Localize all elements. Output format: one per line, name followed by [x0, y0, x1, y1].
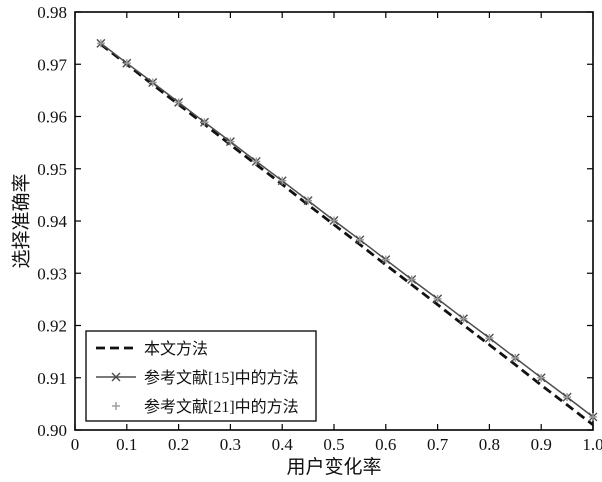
x-tick-label: 0.9: [531, 435, 552, 454]
x-tick-label: 1.0: [582, 435, 602, 454]
x-tick-label: 0.4: [272, 435, 294, 454]
legend-entry-label: 参考文献[15]中的方法: [144, 369, 299, 387]
x-tick-label: 0.7: [427, 435, 449, 454]
y-tick-label: 0.98: [37, 3, 67, 22]
legend-box: [85, 330, 317, 422]
x-tick-label: 0.5: [323, 435, 344, 454]
y-tick-label: 0.93: [37, 264, 67, 283]
x-marker: [111, 372, 121, 382]
y-tick-label: 0.90: [37, 421, 67, 440]
y-axis-label: 选择准确率: [11, 173, 33, 269]
y-tick-label: 0.91: [37, 369, 67, 388]
y-tick-label: 0.92: [37, 317, 67, 336]
x-tick-label: 0.2: [168, 435, 189, 454]
x-axis-label: 用户变化率: [286, 457, 382, 478]
x-tick-label: 0.3: [220, 435, 241, 454]
y-tick-label: 0.95: [37, 160, 67, 179]
x-tick-label: 0.6: [375, 435, 396, 454]
y-tick-label: 0.97: [37, 55, 67, 74]
y-tick-label: 0.94: [37, 212, 67, 231]
series-line: [100, 42, 594, 418]
x-tick-label: 0.8: [479, 435, 500, 454]
y-tick-label: 0.96: [37, 108, 67, 127]
x-tick-label: 0: [71, 435, 80, 454]
legend-entry-label: 参考文献[21]中的方法: [144, 398, 299, 416]
x-tick-label: 0.1: [116, 435, 137, 454]
legend-entry-label: 本文方法: [144, 340, 208, 358]
